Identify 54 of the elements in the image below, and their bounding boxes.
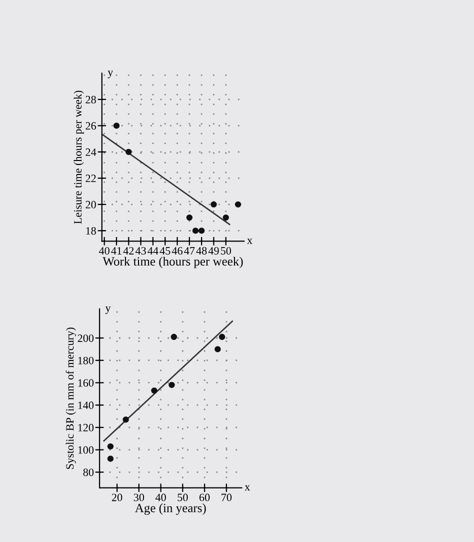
point <box>222 214 229 221</box>
x-tick-label: 42 <box>123 247 134 254</box>
y-tick-label: 200 <box>78 334 94 342</box>
point <box>126 148 132 156</box>
point <box>107 456 114 462</box>
point <box>170 334 178 340</box>
point <box>214 346 221 352</box>
x-tick-label: 48 <box>196 247 207 255</box>
point <box>186 214 193 221</box>
y-tick-label: 180 <box>78 356 94 364</box>
point <box>234 201 242 208</box>
x-tick-label: 46 <box>172 247 182 255</box>
y-tick-label: 26 <box>86 122 96 130</box>
x-tick-label: 49 <box>208 247 219 255</box>
point <box>192 228 199 234</box>
y-tick-label: 22 <box>86 174 96 182</box>
y-axis-title: Leisure time (hours per week) <box>74 90 84 224</box>
annotation: y <box>108 70 114 78</box>
x-tick-label: 47 <box>184 247 195 254</box>
x-tick-label: 30 <box>134 494 144 502</box>
x-tick-label: 40 <box>155 494 166 502</box>
x-axis-title: Age (in years) <box>135 503 206 515</box>
y-tick-label: 28 <box>86 96 96 104</box>
text: x <box>247 238 252 244</box>
x-tick-label: 40 <box>99 247 110 255</box>
x-tick-label: 45 <box>160 247 170 255</box>
point <box>122 416 129 423</box>
point <box>210 201 217 208</box>
y-tick-label: 18 <box>86 227 96 235</box>
x-tick-label: 41 <box>111 247 122 254</box>
x-tick-label: 44 <box>148 247 158 254</box>
x-tick-label: 50 <box>220 247 232 255</box>
annotation: y <box>105 306 111 314</box>
point <box>168 382 175 388</box>
point <box>107 443 114 450</box>
y-tick-label: 120 <box>78 424 94 432</box>
y-tick-label: 140 <box>78 402 94 410</box>
point <box>113 122 120 129</box>
x-tick-label: 20 <box>112 494 122 502</box>
point <box>218 334 226 340</box>
point <box>151 387 158 394</box>
x-axis-title: Work time (hours per week) <box>102 256 243 268</box>
x-tick-label: 70 <box>222 494 232 502</box>
y-tick-label: 20 <box>86 200 96 208</box>
y-axis-title: Systolic BP (in mm of mercury) <box>66 328 76 469</box>
x-tick-label: 60 <box>199 494 210 502</box>
point <box>198 228 205 234</box>
y-tick-label: 160 <box>78 379 94 387</box>
y-tick-label: 100 <box>78 446 94 454</box>
x-tick-label: 50 <box>178 494 188 502</box>
y-tick-label: 24 <box>86 148 96 156</box>
x-tick-label: 43 <box>135 247 146 255</box>
y-tick-label: 80 <box>83 468 94 476</box>
text: x <box>244 485 250 490</box>
